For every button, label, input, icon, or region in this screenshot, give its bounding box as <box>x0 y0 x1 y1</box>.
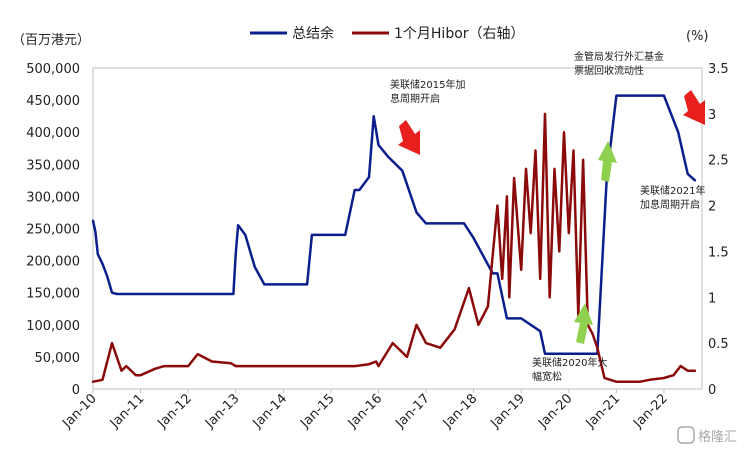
x-tick-label: Jan-11 <box>107 391 148 432</box>
annotation-fed-2015-line2: 息周期开启 <box>390 92 440 105</box>
left-axis: 0 50,000 100,000 150,000 200,000 250,000 300,0… <box>26 62 80 398</box>
x-tick-label: Jan-21 <box>583 391 624 432</box>
right-tick-label: 0 <box>708 383 716 398</box>
left-tick-label: 250,000 <box>26 223 80 238</box>
left-tick-label: 200,000 <box>26 255 80 270</box>
annotation-fed-2021-line1: 美联储2021年 <box>640 184 705 197</box>
legend: 总结余 1个月Hibor（右轴） <box>250 25 525 42</box>
right-tick-label: 1 <box>708 291 716 306</box>
annotation-fed-2021-line2: 加息周期开启 <box>640 198 700 211</box>
series-line-hibor <box>91 112 697 383</box>
x-tick-label: Jan-20 <box>535 391 576 432</box>
plot-frame <box>92 67 703 390</box>
series-layer <box>91 94 697 383</box>
left-tick-label: 450,000 <box>26 94 80 109</box>
left-tick-label: 150,000 <box>26 287 80 302</box>
right-tick-label: 2.5 <box>708 154 729 169</box>
right-axis-unit: (%) <box>686 29 709 44</box>
annotation-hkma-line1: 金管局发行外汇基金 <box>574 50 664 63</box>
right-axis: 0 0.5 1 1.5 2 2.5 3 3.5 <box>708 62 729 398</box>
annotation-fed-2020: 美联储2020年大 幅宽松 <box>532 356 607 383</box>
right-tick-label: 3 <box>708 108 716 123</box>
up-arrow-icon <box>598 141 617 182</box>
annotation-fed-2015-line1: 美联储2015年加 <box>390 78 465 91</box>
left-tick-label: 350,000 <box>26 158 80 173</box>
annotation-fed-2020-line2: 幅宽松 <box>532 370 562 383</box>
right-tick-label: 3.5 <box>708 62 729 77</box>
x-tick-label: Jan-19 <box>488 391 529 432</box>
right-tick-label: 0.5 <box>708 337 729 352</box>
x-tick-label: Jan-16 <box>345 391 386 432</box>
watermark: 格隆汇 <box>677 426 737 445</box>
down-arrow-icon <box>398 120 420 155</box>
left-tick-label: 0 <box>72 383 80 398</box>
x-tick-label: Jan-14 <box>250 391 291 432</box>
annotation-fed-2015: 美联储2015年加 息周期开启 <box>390 78 465 105</box>
x-tick-label: Jan-18 <box>440 391 481 432</box>
annotation-fed-2021: 美联储2021年 加息周期开启 <box>640 184 705 211</box>
x-tick-label: Jan-13 <box>202 391 243 432</box>
down-arrow-icon <box>683 90 705 125</box>
right-tick-label: 1.5 <box>708 245 729 260</box>
left-tick-label: 300,000 <box>26 190 80 205</box>
x-tick-label: Jan-22 <box>630 391 671 432</box>
x-tick-label: Jan-15 <box>297 391 338 432</box>
x-axis: Jan-10 Jan-11 Jan-12 Jan-13 Jan-14 Jan-15 Jan-… <box>59 389 671 432</box>
legend-label-hibor: 1个月Hibor（右轴） <box>394 26 525 42</box>
x-tick-label: Jan-12 <box>154 391 195 432</box>
left-axis-unit: （百万港元） <box>12 33 90 48</box>
left-tick-label: 100,000 <box>26 319 80 334</box>
watermark-logo-icon <box>677 426 695 444</box>
left-tick-label: 500,000 <box>26 62 80 77</box>
legend-label-total-balance: 总结余 <box>292 25 334 42</box>
x-tick-label: Jan-17 <box>392 391 433 432</box>
series-line-total-balance <box>91 94 697 355</box>
annotation-hkma-line2: 票据回收流动性 <box>574 64 644 77</box>
annotation-fed-2020-line1: 美联储2020年大 <box>532 356 607 369</box>
annotation-hkma: 金管局发行外汇基金 票据回收流动性 <box>574 50 664 77</box>
up-arrow-icon <box>574 303 593 344</box>
watermark-text: 格隆汇 <box>698 429 737 445</box>
left-tick-label: 50,000 <box>35 351 81 366</box>
left-tick-label: 400,000 <box>26 126 80 141</box>
right-tick-label: 2 <box>708 200 716 215</box>
